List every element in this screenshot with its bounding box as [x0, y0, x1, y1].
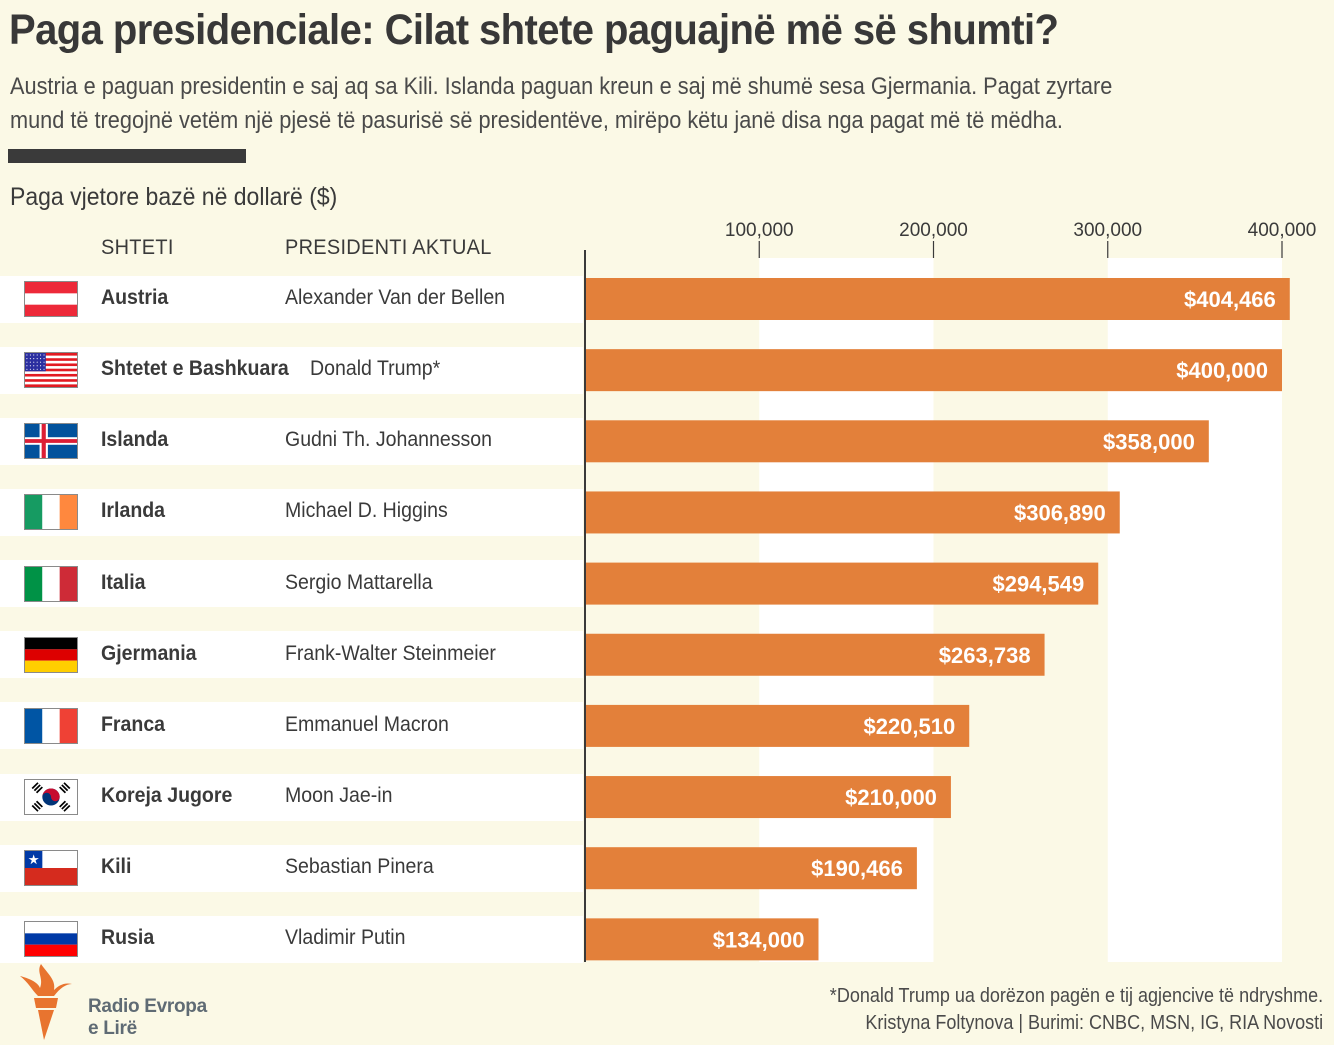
president-name: Gudni Th. Johannesson [285, 428, 493, 452]
germany-flag-icon [24, 636, 78, 673]
table-row [0, 773, 583, 821]
axis-caption: Paga vjetore bazë në dollarë ($) [10, 183, 338, 211]
x-tick-label: 100,000 [725, 220, 794, 241]
title-divider [8, 149, 246, 163]
chile-flag-icon [24, 850, 78, 887]
logo-text-line-1: Radio Evropa [88, 996, 207, 1017]
bar [585, 847, 917, 890]
footnote-note: *Donald Trump ua dorëzon pagën e tij agj… [829, 985, 1323, 1007]
bar-value-label: $400,000 [1176, 358, 1268, 383]
bar [585, 349, 1282, 392]
austria-flag-icon [24, 281, 78, 317]
italy-flag-icon [24, 565, 78, 602]
south-korea-flag-icon [24, 779, 78, 816]
president-name: Sebastian Pinera [285, 855, 434, 879]
bar [585, 918, 819, 961]
bar [585, 491, 1120, 534]
logo-text-line-2: e Lirë [88, 1018, 137, 1039]
bar [585, 420, 1209, 463]
country-name: Shtetet e Bashkuara [101, 357, 289, 381]
subtitle-line-2: mund të tregojnë vetëm një pjesë të pasu… [10, 107, 1063, 134]
bar-value-label: $220,510 [863, 714, 955, 739]
president-name: Alexander Van der Bellen [285, 286, 506, 309]
bar-value-label: $190,466 [811, 856, 903, 881]
page-title: Paga presidenciale: Cilat shtete paguajn… [9, 6, 1059, 54]
table-row [0, 560, 583, 608]
russia-flag-icon [24, 921, 78, 958]
country-name: Franca [101, 712, 166, 736]
president-name: Emmanuel Macron [285, 712, 449, 736]
bar [585, 704, 970, 747]
x-tick-label: 400,000 [1248, 220, 1317, 241]
table-row [0, 915, 583, 963]
bar-value-label: $210,000 [845, 785, 937, 810]
country-name: Koreja Jugore [101, 784, 233, 808]
bar [585, 776, 951, 819]
bar [585, 562, 1099, 605]
france-flag-icon [24, 707, 78, 744]
bar-value-label: $358,000 [1103, 429, 1195, 454]
subtitle-line-1: Austria e paguan presidentin e saj aq sa… [10, 73, 1113, 100]
usa-flag-icon [24, 352, 78, 389]
country-name: Austria [101, 286, 169, 309]
president-name: Frank-Walter Steinmeier [285, 641, 496, 665]
torch-icon [20, 964, 72, 1040]
country-name: Islanda [101, 428, 169, 452]
table-row [0, 844, 583, 892]
bar-value-label: $294,549 [992, 572, 1084, 597]
country-name: Irlanda [101, 499, 166, 523]
rfe-logo: Radio Evropa e Lirë [14, 962, 214, 1042]
table-row [0, 488, 583, 536]
country-name: Italia [101, 570, 146, 594]
footnote-credit: Kristyna Foltynova | Burimi: CNBC, MSN, … [865, 1012, 1323, 1034]
president-name: Sergio Mattarella [285, 570, 433, 594]
country-name: Gjermania [101, 641, 197, 665]
country-name: Rusia [101, 926, 155, 950]
table-row [0, 346, 583, 394]
president-name: Vladimir Putin [285, 926, 406, 950]
subtitle: Austria e paguan presidentin e saj aq sa… [10, 70, 1277, 138]
bar [585, 278, 1290, 320]
president-name: Moon Jae-in [285, 784, 393, 808]
table-row [0, 631, 583, 679]
country-name: Kili [101, 855, 132, 879]
bar-value-label: $404,466 [1184, 287, 1276, 312]
ireland-flag-icon [24, 494, 78, 531]
bar-value-label: $263,738 [939, 643, 1031, 668]
table-row [0, 275, 583, 323]
table-row [0, 417, 583, 465]
footnote: *Donald Trump ua dorëzon pagën e tij agj… [830, 983, 1323, 1037]
bar-value-label: $134,000 [713, 927, 805, 952]
president-name: Donald Trump* [310, 357, 441, 381]
column-header-president: PRESIDENTI AKTUAL [285, 236, 492, 259]
x-tick-label: 200,000 [899, 220, 968, 241]
x-tick-label: 300,000 [1073, 220, 1142, 241]
iceland-flag-icon [24, 423, 78, 460]
column-header-country: SHTETI [101, 236, 174, 259]
bar-value-label: $306,890 [1014, 500, 1106, 525]
table-row [0, 702, 583, 750]
bar [585, 633, 1045, 676]
president-name: Michael D. Higgins [285, 499, 448, 523]
